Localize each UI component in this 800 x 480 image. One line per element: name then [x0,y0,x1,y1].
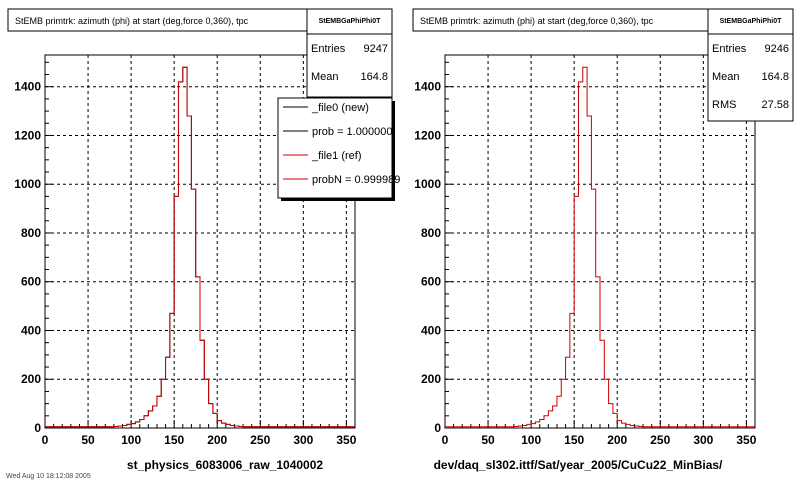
chart-panel-2: 0 50 100 150 200 250 300 350 0 200 400 600 800 1000 12… [412,8,794,472]
y-tick-label: 1400 [14,80,41,94]
x-tick-label: 0 [42,433,49,447]
stats-value-rms: 27.58 [761,99,789,111]
stats-value-entries: 9247 [364,43,388,55]
x-tick-label: 200 [207,433,227,447]
x-tick-label: 300 [693,433,713,447]
stats-name: StEMBGaPhiPhi0T [720,18,783,25]
stats-value-mean: 164.8 [360,71,388,83]
y-tick-label: 1200 [14,128,41,142]
y-tick-label: 400 [21,323,41,337]
stats-name: StEMBGaPhiPhi0T [319,18,382,25]
x-tick-label: 350 [736,433,756,447]
x-tick-label: 100 [521,433,541,447]
x-tick-label: 100 [121,433,141,447]
y-tick-label: 0 [434,421,441,435]
x-axis-label: st_physics_6083006_raw_1040002 [127,458,323,472]
x-tick-label: 0 [442,433,449,447]
legend-entry: prob = 1.000000 [312,126,392,138]
y-tick-label: 200 [21,372,41,386]
footer-timestamp: Wed Aug 10 18:12:08 2005 [6,473,91,480]
y-tick-label: 800 [421,226,441,240]
y-tick-label: 1400 [414,80,441,94]
stats-label-rms: RMS [712,99,736,111]
y-tick-label: 600 [421,275,441,289]
y-tick-label: 1200 [414,128,441,142]
y-tick-label: 400 [421,323,441,337]
y-tick-label: 1000 [14,177,41,191]
stats-label-entries: Entries [712,43,747,55]
chart-title: StEMB primtrk: azimuth (phi) at start (d… [15,16,249,26]
stats-box [306,8,393,98]
x-tick-label: 50 [481,433,495,447]
histogram-series-2 [45,66,355,428]
x-axis-label: dev/daq_sl302.ittf/Sat/year_2005/CuCu22_… [434,458,723,472]
y-tick-label: 200 [421,372,441,386]
x-tick-label: 150 [564,433,584,447]
stats-value-mean: 164.8 [761,71,789,83]
x-tick-label: 200 [607,433,627,447]
stats-label-entries: Entries [311,43,346,55]
x-tick-label: 300 [293,433,313,447]
legend-box [277,97,393,199]
chart-title: StEMB primtrk: azimuth (phi) at start (d… [420,16,654,26]
legend-entry: _file0 (new) [311,102,369,114]
x-tick-label: 350 [336,433,356,447]
legend-entry: _file1 (ref) [311,150,362,162]
y-tick-label: 0 [34,421,41,435]
y-tick-label: 600 [21,275,41,289]
stats-value-entries: 9246 [765,43,789,55]
chart-panel-1: 0 50 100 150 200 250 300 350 0 200 400 600 800 1000 12… [7,8,400,472]
x-tick-label: 150 [164,433,184,447]
x-tick-label: 250 [250,433,270,447]
legend-entry: probN = 0.999989 [312,174,400,186]
x-tick-label: 250 [650,433,670,447]
stats-label-mean: Mean [712,71,740,83]
stats-label-mean: Mean [311,71,339,83]
x-tick-label: 50 [81,433,95,447]
histogram-series-1 [445,66,755,428]
stats-box [707,8,794,122]
y-tick-label: 1000 [414,177,441,191]
y-tick-label: 800 [21,226,41,240]
